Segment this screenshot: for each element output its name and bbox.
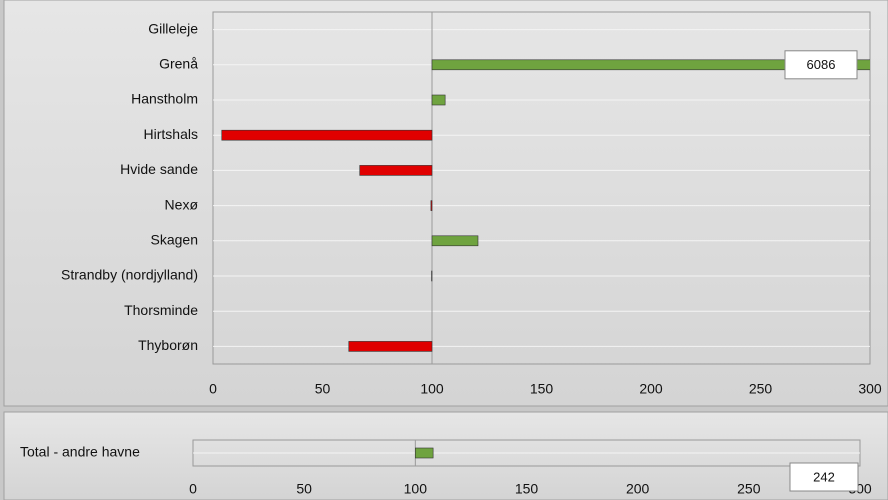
x-tick-label: 50 xyxy=(315,381,331,397)
y-tick-label: Gilleleje xyxy=(148,20,198,36)
bar xyxy=(359,165,433,176)
y-tick-label: Hirtshals xyxy=(144,126,198,142)
y-tick-label: Hvide sande xyxy=(120,161,198,177)
bar xyxy=(430,200,433,211)
x-tick-label: 200 xyxy=(626,481,650,497)
value-label: 6086 xyxy=(807,57,836,72)
bar xyxy=(415,447,434,459)
panel-bottom xyxy=(3,411,888,500)
x-tick-label: 250 xyxy=(749,381,773,397)
y-tick-label: Total - andre havne xyxy=(20,444,140,460)
y-tick-label: Nexø xyxy=(165,196,199,212)
y-tick-label: Strandby (nordjylland) xyxy=(61,267,198,283)
x-tick-label: 100 xyxy=(404,481,428,497)
bar xyxy=(221,129,433,141)
bar xyxy=(431,94,446,106)
x-tick-label: 150 xyxy=(515,481,539,497)
y-tick-label: Thorsminde xyxy=(124,302,198,318)
bar xyxy=(431,59,870,71)
x-tick-label: 0 xyxy=(209,381,217,397)
x-tick-label: 0 xyxy=(189,481,197,497)
x-tick-label: 200 xyxy=(639,381,663,397)
x-tick-label: 300 xyxy=(858,381,882,397)
y-tick-label: Hanstholm xyxy=(131,91,198,107)
y-tick-label: Grenå xyxy=(159,56,198,72)
bar xyxy=(431,235,479,247)
x-tick-label: 100 xyxy=(420,381,444,397)
plot-area xyxy=(212,11,871,365)
x-tick-label: 50 xyxy=(296,481,312,497)
y-tick-label: Skagen xyxy=(151,232,198,248)
value-label-box xyxy=(784,50,858,80)
x-tick-label: 250 xyxy=(737,481,761,497)
annotation-box xyxy=(789,462,859,492)
y-tick-label: Thyborøn xyxy=(138,337,198,353)
annotation: 242 xyxy=(813,469,835,484)
x-tick-label: 150 xyxy=(530,381,554,397)
bar xyxy=(348,341,433,352)
